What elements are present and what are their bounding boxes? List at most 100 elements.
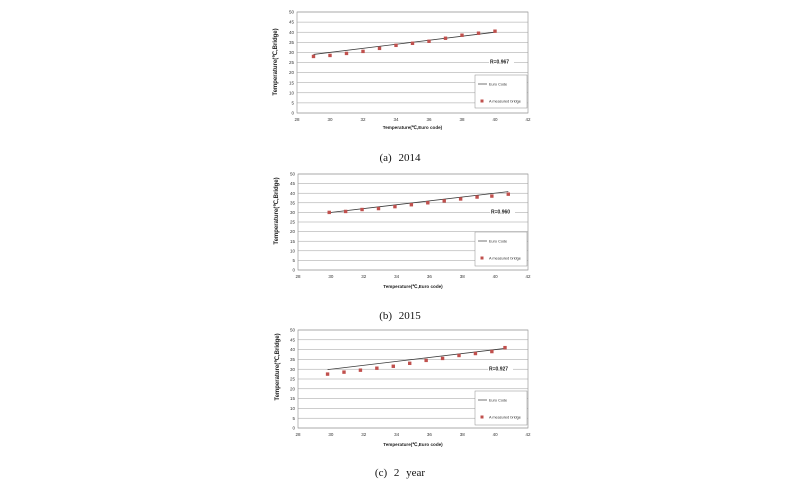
series-euro-code xyxy=(329,191,509,213)
legend-entry-a-measured-bridge: A measured bridge xyxy=(480,415,521,419)
y-tick-label: 35 xyxy=(290,200,296,205)
data-point xyxy=(358,368,363,372)
y-tick-label: 45 xyxy=(289,20,295,25)
y-tick-label: 25 xyxy=(290,220,296,225)
legend-box xyxy=(474,231,528,267)
data-point xyxy=(391,364,395,368)
x-tick-label: 40 xyxy=(493,432,499,437)
data-point xyxy=(328,53,332,58)
data-point xyxy=(342,370,346,374)
chart-caption: (a) 2014 xyxy=(380,152,421,164)
y-tick-label: 30 xyxy=(289,50,295,55)
x-axis-title: Temperature(℃,Euro code) xyxy=(383,124,443,130)
series-line xyxy=(313,31,496,55)
annotation-background xyxy=(489,58,514,64)
legend-marker-swatch xyxy=(480,415,484,419)
x-tick-label: 40 xyxy=(492,117,498,122)
legend-label: A measured bridge xyxy=(489,415,521,419)
data-point xyxy=(393,204,397,209)
x-axis-title: Temperature(℃,Euro code) xyxy=(383,283,443,289)
data-point xyxy=(490,194,494,198)
y-tick-label: 35 xyxy=(290,357,296,362)
annotation-background xyxy=(490,208,515,214)
y-tick-label: 15 xyxy=(289,80,295,85)
data-point xyxy=(360,207,364,212)
chart-caption: (c) 2 year xyxy=(375,467,425,479)
legend: Euro Code A measured bridge xyxy=(474,231,528,267)
data-point xyxy=(460,33,464,37)
legend-marker-swatch xyxy=(480,99,484,103)
y-tick-label: 0 xyxy=(292,268,295,273)
data-point xyxy=(503,345,507,350)
chart-c: 0 5 10 15 20 25 30 35 40 45 50 28 30 32 34 36 38 40 42 Temp… xyxy=(274,328,531,479)
y-tick-label: 20 xyxy=(290,229,296,234)
y-tick-label: 5 xyxy=(292,416,295,421)
legend-entry-euro-code: Euro Code xyxy=(478,398,507,402)
legend-box xyxy=(474,74,528,109)
x-tick-label: 34 xyxy=(394,274,400,279)
series-line xyxy=(329,191,509,213)
series-euro-code xyxy=(313,31,496,55)
data-point xyxy=(458,197,463,201)
x-tick-label: 30 xyxy=(328,274,334,279)
x-tick-label: 42 xyxy=(525,274,531,279)
r-value-annotation: R=0.927 xyxy=(488,365,513,373)
x-tick-label: 30 xyxy=(328,432,334,437)
data-point xyxy=(410,41,415,46)
x-tick-label: 38 xyxy=(459,117,465,122)
series-a-measured-bridge xyxy=(311,29,497,59)
legend-entry-euro-code: Euro Code xyxy=(478,82,507,86)
x-tick-label: 36 xyxy=(426,117,432,122)
data-point xyxy=(375,366,379,370)
legend-entry-a-measured-bridge: A measured bridge xyxy=(480,99,521,103)
chart-b: 0 5 10 15 20 25 30 35 40 45 50 28 30 32 34 36 38 40 42 Temp… xyxy=(273,172,531,322)
data-point xyxy=(426,201,430,205)
y-tick-label: 10 xyxy=(290,406,296,411)
y-tick-label: 10 xyxy=(289,90,295,95)
y-tick-label: 15 xyxy=(290,239,296,244)
y-tick-label: 40 xyxy=(289,30,295,35)
annotation-background xyxy=(488,365,513,371)
legend-label: A measured bridge xyxy=(489,99,521,103)
y-tick-label: 20 xyxy=(290,386,296,391)
data-point xyxy=(343,209,348,214)
data-point xyxy=(427,39,431,43)
y-tick-label: 50 xyxy=(290,328,296,333)
y-tick-label: 45 xyxy=(290,337,296,342)
x-tick-label: 32 xyxy=(361,274,367,279)
x-tick-label: 38 xyxy=(460,432,466,437)
data-point xyxy=(440,356,445,361)
x-tick-label: 28 xyxy=(294,117,300,122)
legend-label: Euro Code xyxy=(489,398,507,402)
x-tick-label: 36 xyxy=(427,432,433,437)
data-point xyxy=(408,361,412,366)
data-point xyxy=(506,192,510,196)
x-tick-label: 38 xyxy=(460,274,466,279)
x-axis-title: Temperature(℃,Euro code) xyxy=(383,441,443,447)
x-tick-label: 28 xyxy=(295,274,301,279)
data-point xyxy=(442,199,446,203)
r-value-label: R=0.960 xyxy=(491,210,510,216)
data-point xyxy=(311,54,316,59)
data-point xyxy=(376,206,381,211)
y-tick-label: 0 xyxy=(291,111,294,116)
y-tick-label: 35 xyxy=(289,40,295,45)
y-tick-label: 25 xyxy=(289,60,295,65)
y-tick-label: 25 xyxy=(290,377,296,382)
x-tick-label: 36 xyxy=(427,274,433,279)
x-tick-label: 30 xyxy=(327,117,333,122)
legend: Euro Code A measured bridge xyxy=(474,74,528,109)
y-tick-label: 10 xyxy=(290,248,296,253)
data-point xyxy=(394,43,398,48)
data-point xyxy=(473,351,478,356)
x-tick-label: 42 xyxy=(525,432,531,437)
y-axis-title: Temperature(℃,Bridge) xyxy=(274,333,281,400)
legend-box xyxy=(474,390,528,426)
legend-entry-a-measured-bridge: A measured bridge xyxy=(480,256,521,260)
x-tick-label: 42 xyxy=(525,117,531,122)
y-tick-label: 0 xyxy=(292,426,295,431)
y-tick-label: 40 xyxy=(290,347,296,352)
x-tick-label: 32 xyxy=(360,117,366,122)
legend-label: Euro Code xyxy=(489,239,507,243)
